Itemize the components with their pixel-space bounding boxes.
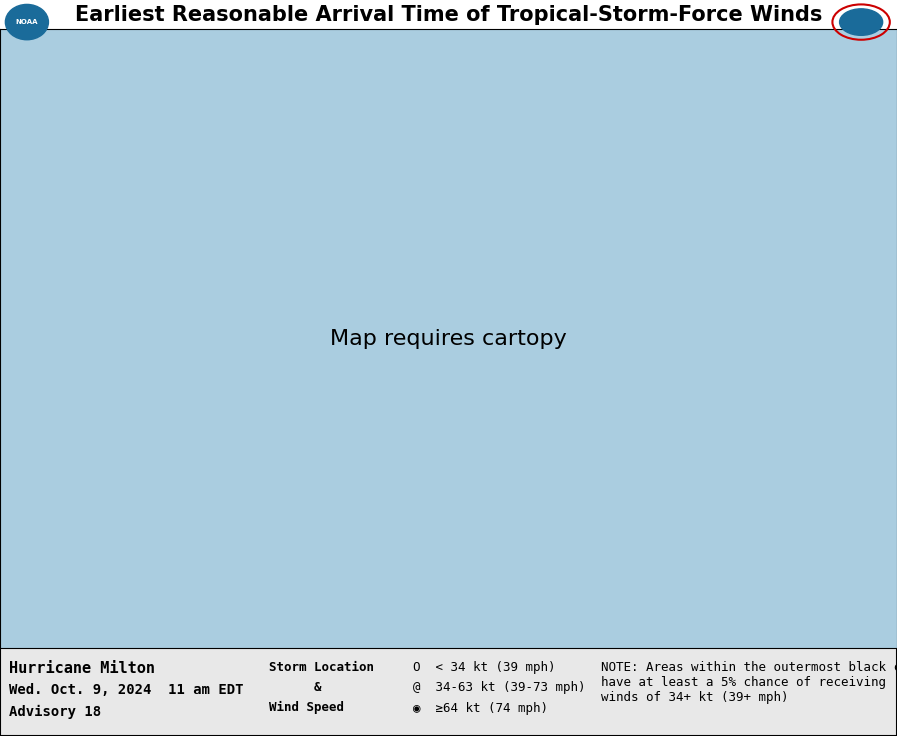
Text: Earliest Reasonable Arrival Time of Tropical-Storm-Force Winds: Earliest Reasonable Arrival Time of Trop…: [74, 4, 823, 25]
Circle shape: [840, 9, 883, 35]
Text: O  < 34 kt (39 mph): O < 34 kt (39 mph): [413, 661, 555, 674]
Text: ◉  ≥64 kt (74 mph): ◉ ≥64 kt (74 mph): [413, 702, 548, 715]
Text: NOTE: Areas within the outermost black contour
have at least a 5% chance of rece: NOTE: Areas within the outermost black c…: [601, 661, 897, 704]
Text: @  34-63 kt (39-73 mph): @ 34-63 kt (39-73 mph): [413, 682, 585, 694]
Text: Wed. Oct. 9, 2024  11 am EDT: Wed. Oct. 9, 2024 11 am EDT: [9, 683, 243, 697]
FancyBboxPatch shape: [0, 648, 897, 736]
Text: Hurricane Milton: Hurricane Milton: [9, 661, 155, 676]
Circle shape: [5, 4, 48, 40]
Text: &: &: [314, 682, 321, 694]
Text: NOAA: NOAA: [15, 19, 39, 25]
Text: Map requires cartopy: Map requires cartopy: [330, 328, 567, 349]
Text: Storm Location: Storm Location: [269, 661, 374, 674]
Text: Wind Speed: Wind Speed: [269, 701, 344, 714]
Text: Advisory 18: Advisory 18: [9, 705, 101, 719]
